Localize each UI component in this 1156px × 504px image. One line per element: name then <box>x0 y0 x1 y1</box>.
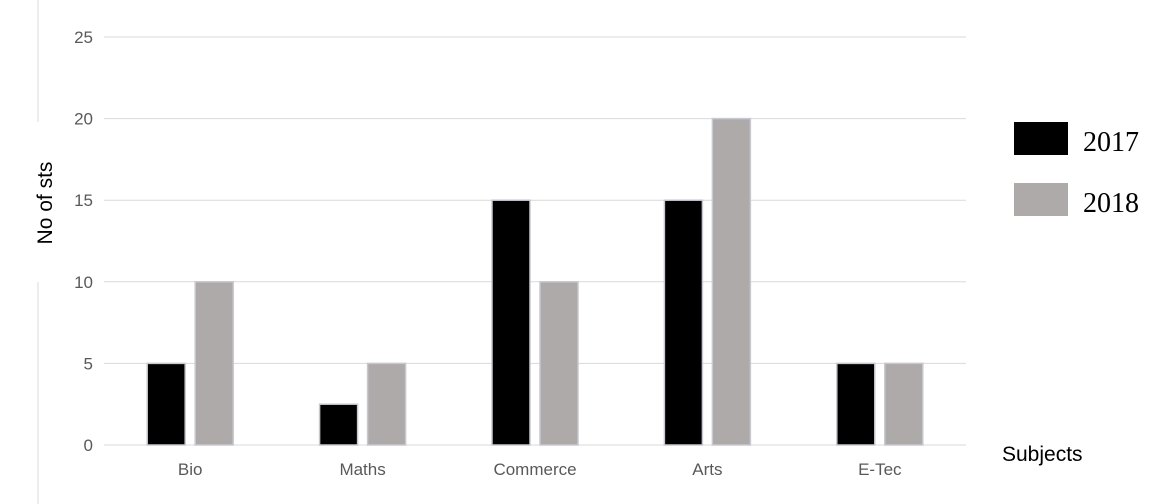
bar-2017-maths <box>318 403 359 446</box>
x-axis-ticks: Bio Maths Commerce Arts E-Tec <box>178 460 902 479</box>
x-tick-label: Arts <box>692 460 722 479</box>
x-tick-label: Commerce <box>493 460 576 479</box>
y-tick-label: 5 <box>84 354 93 373</box>
bar-2018-commerce <box>539 281 579 446</box>
bar-2018-bio <box>194 281 234 446</box>
y-tick-label: 10 <box>74 273 93 292</box>
bars <box>146 117 924 446</box>
x-tick-label: E-Tec <box>858 460 902 479</box>
bar-2018-maths <box>366 362 407 446</box>
y-tick-label: 0 <box>84 436 93 455</box>
y-tick-label: 25 <box>74 28 93 47</box>
x-tick-label: Bio <box>178 460 203 479</box>
y-axis-title: No of sts <box>34 162 57 245</box>
bar-2017-bio <box>146 362 186 446</box>
bar-2017-commerce <box>491 199 531 446</box>
y-axis-ticks: 0 5 10 15 20 25 <box>74 28 93 455</box>
legend-label: 2018 <box>1083 188 1139 219</box>
gridlines <box>104 36 966 446</box>
legend: 2017 2018 <box>1014 122 1139 219</box>
bar-2018-e-tec <box>884 362 924 446</box>
bar-2018-arts <box>711 117 752 446</box>
bar-2017-e-tec <box>836 362 876 446</box>
legend-swatch-2017 <box>1014 122 1068 155</box>
legend-label: 2017 <box>1083 127 1139 158</box>
x-tick-label: Maths <box>339 460 385 479</box>
x-axis-title: Subjects <box>1002 443 1083 466</box>
bar-2017-arts <box>663 199 704 446</box>
legend-swatch-2018 <box>1014 183 1068 216</box>
y-tick-label: 20 <box>74 110 93 129</box>
y-tick-label: 15 <box>74 191 93 210</box>
